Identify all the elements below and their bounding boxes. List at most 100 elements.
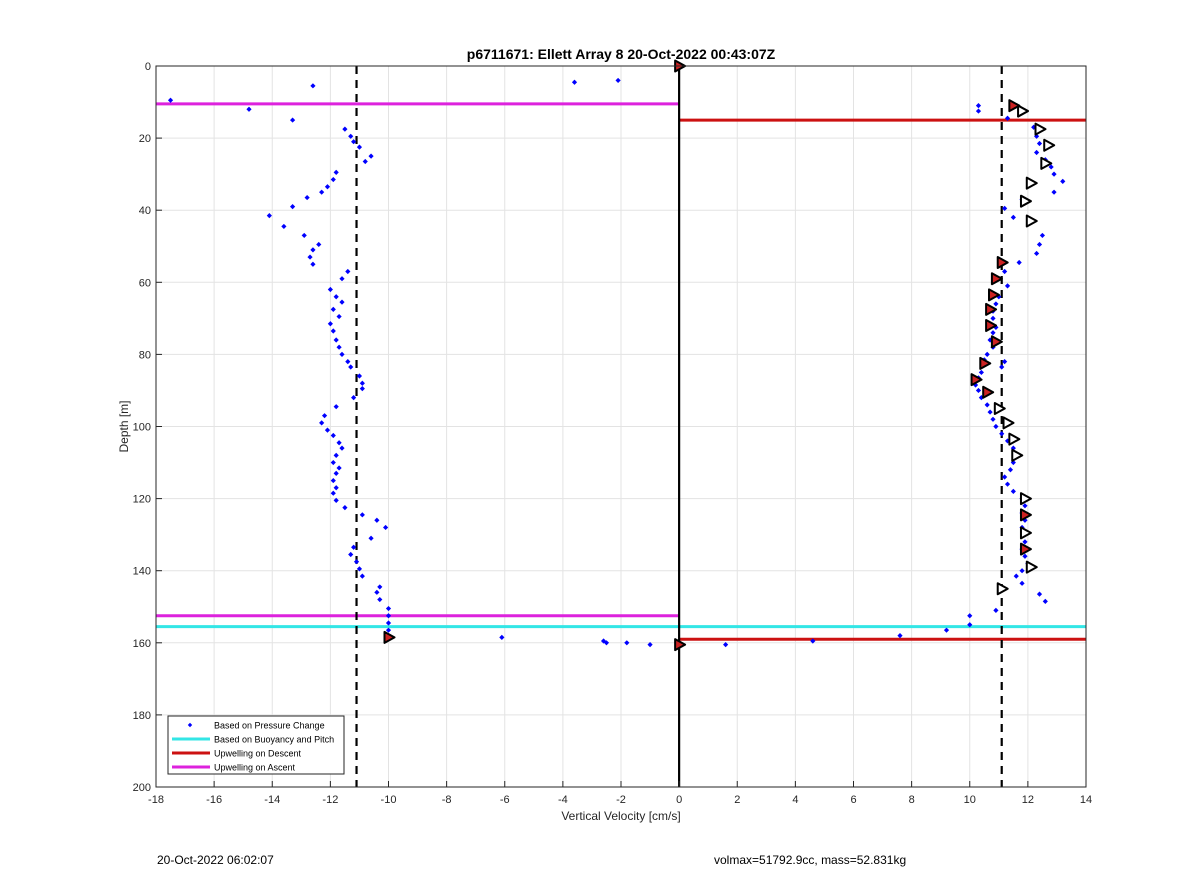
pressure-point bbox=[990, 330, 996, 336]
x-tick-label: -12 bbox=[322, 794, 338, 806]
x-tick-label: -16 bbox=[206, 794, 222, 806]
pressure-point bbox=[975, 387, 982, 394]
segment-marker-open bbox=[1011, 448, 1024, 462]
pressure-point bbox=[348, 551, 354, 558]
y-tick-label: 180 bbox=[133, 710, 151, 722]
pressure-point bbox=[359, 573, 365, 579]
pressure-point bbox=[603, 640, 610, 646]
pressure-point bbox=[615, 77, 621, 84]
pressure-point bbox=[1033, 149, 1040, 156]
pressure-point bbox=[330, 477, 336, 484]
pressure-point bbox=[342, 505, 348, 511]
pressure-point bbox=[339, 299, 345, 305]
y-axis-label: Depth [m] bbox=[117, 400, 131, 452]
pressure-point bbox=[353, 559, 360, 565]
chart-title: p6711671: Ellett Array 8 20-Oct-2022 00:… bbox=[467, 46, 776, 62]
pressure-point bbox=[333, 337, 339, 343]
pressure-point bbox=[385, 620, 392, 626]
x-tick-label: 0 bbox=[676, 794, 682, 806]
pressure-point bbox=[333, 452, 339, 458]
pressure-point bbox=[1002, 474, 1008, 480]
segment-marker-filled bbox=[985, 302, 998, 316]
pressure-point bbox=[1016, 259, 1022, 266]
pressure-point bbox=[1031, 124, 1037, 130]
pressure-point bbox=[1002, 268, 1008, 275]
segment-marker-open bbox=[1019, 194, 1032, 208]
pressure-point bbox=[301, 232, 307, 239]
pressure-point bbox=[624, 640, 630, 646]
pressure-point bbox=[336, 313, 342, 320]
pressure-point bbox=[647, 642, 653, 648]
x-tick-label: -18 bbox=[148, 794, 164, 806]
pressure-point bbox=[993, 301, 999, 307]
pressure-point bbox=[385, 613, 392, 619]
pressure-point bbox=[1004, 115, 1011, 121]
pressure-point bbox=[999, 364, 1005, 370]
x-tick-label: -10 bbox=[381, 794, 397, 806]
pressure-point bbox=[897, 632, 903, 639]
pressure-point bbox=[1036, 140, 1043, 147]
pressure-point bbox=[327, 286, 333, 293]
pressure-point bbox=[385, 627, 392, 633]
pressure-point bbox=[990, 416, 996, 422]
pressure-point bbox=[342, 126, 348, 132]
pressure-point bbox=[1048, 164, 1054, 170]
pressure-point bbox=[1033, 250, 1040, 257]
pressure-point bbox=[1019, 580, 1025, 586]
pressure-point bbox=[289, 117, 296, 123]
pressure-point bbox=[333, 294, 339, 300]
pressure-point bbox=[1033, 133, 1040, 139]
y-tick-label: 80 bbox=[139, 349, 151, 361]
pressure-point bbox=[1004, 481, 1011, 487]
pressure-point bbox=[1004, 283, 1011, 289]
segment-marker-filled bbox=[1019, 508, 1032, 522]
x-tick-label: 10 bbox=[964, 794, 976, 806]
pressure-point bbox=[1022, 539, 1028, 545]
legend-label: Based on Buoyancy and Pitch bbox=[214, 735, 334, 745]
y-tick-label: 60 bbox=[139, 277, 151, 289]
x-tick-label: -14 bbox=[264, 794, 280, 806]
pressure-point bbox=[984, 351, 990, 357]
segment-marker-open bbox=[1019, 526, 1032, 540]
footer-timestamp: 20-Oct-2022 06:02:07 bbox=[157, 853, 274, 867]
pressure-point bbox=[333, 169, 339, 175]
pressure-point bbox=[1042, 598, 1048, 604]
pressure-point bbox=[1002, 205, 1008, 211]
segment-marker-filled bbox=[970, 373, 983, 387]
segment-marker-filled bbox=[988, 288, 1000, 302]
x-tick-label: -6 bbox=[500, 794, 510, 806]
segment-marker-open bbox=[1002, 416, 1015, 430]
pressure-point bbox=[330, 432, 336, 439]
pressure-point bbox=[967, 622, 973, 628]
pressure-point bbox=[943, 627, 950, 633]
pressure-point bbox=[1007, 467, 1014, 473]
footer-volmax-mass: volmax=51792.9cc, mass=52.831kg bbox=[714, 853, 907, 867]
pressure-point bbox=[356, 144, 363, 150]
pressure-point bbox=[1010, 488, 1016, 494]
pressure-point bbox=[330, 459, 336, 466]
pressure-point bbox=[319, 420, 325, 426]
pressure-point bbox=[324, 427, 331, 433]
pressure-point bbox=[348, 364, 354, 370]
segment-marker-filled bbox=[985, 319, 998, 333]
pressure-point bbox=[336, 465, 342, 471]
pressure-point bbox=[324, 184, 331, 190]
pressure-point bbox=[1051, 171, 1057, 177]
plot-area: -18 -16 -14 -12 -10 -8 -6 -4 -2 0 2 4 6 8 10 12 14020406… bbox=[117, 46, 1092, 823]
pressure-point bbox=[339, 445, 345, 451]
segment-marker-open bbox=[1040, 156, 1053, 170]
pressure-point bbox=[1060, 178, 1066, 184]
pressure-point bbox=[368, 535, 374, 541]
pressure-point bbox=[1010, 214, 1016, 221]
y-tick-label: 160 bbox=[133, 638, 151, 650]
segment-marker-filled bbox=[1008, 99, 1021, 113]
x-tick-label: 4 bbox=[792, 794, 798, 806]
pressure-point bbox=[810, 638, 816, 644]
pressure-point bbox=[304, 194, 310, 201]
pressure-point bbox=[289, 203, 296, 210]
pressure-point bbox=[377, 596, 383, 603]
pressure-point bbox=[339, 351, 345, 357]
x-tick-label: -8 bbox=[442, 794, 452, 806]
pressure-point bbox=[351, 139, 357, 145]
pressure-point bbox=[345, 268, 351, 275]
